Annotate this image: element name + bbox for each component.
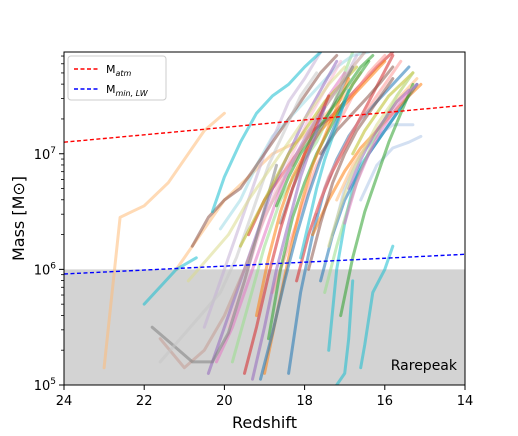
halo-track-line [210, 52, 323, 214]
x-tick-label: 22 [136, 394, 153, 409]
halo-track-line [238, 65, 359, 248]
halo-track-line [206, 59, 339, 375]
reference-line [64, 104, 465, 143]
y-axis-label: Mass [M⊙] [9, 176, 28, 261]
halo-track-line [351, 71, 415, 156]
legend-label-lw: Mmin, LW [106, 83, 149, 98]
halo-track-line [243, 94, 331, 375]
reference-line [64, 253, 465, 275]
halo-track-line [347, 88, 411, 190]
halo-track-line [299, 88, 351, 260]
halo-track-line [343, 82, 419, 225]
y-tick-label: 106 [34, 261, 57, 278]
x-axis: 24 22 20 18 16 14 [56, 385, 474, 409]
halo-track-line [190, 54, 339, 248]
halo-track-line [251, 106, 327, 381]
x-tick-label: 20 [216, 394, 233, 409]
halo-track-line [359, 244, 395, 370]
halo-track-line [307, 77, 395, 271]
halo-track-line [339, 82, 415, 318]
x-tick-label: 14 [457, 394, 474, 409]
halo-track-line [335, 279, 355, 385]
halo-track-line [259, 100, 347, 381]
plot-frame [63, 51, 466, 386]
halo-track-line [102, 111, 226, 370]
x-tick-label: 18 [296, 394, 313, 409]
reference-lines [64, 104, 465, 275]
halo-track-line [359, 134, 423, 202]
legend-label-atm: Matm [106, 63, 132, 78]
halo-track-line [327, 71, 415, 248]
halo-tracks [102, 52, 423, 385]
legend-frame [67, 55, 167, 101]
x-tick-label: 24 [56, 394, 73, 409]
halo-track-line [218, 52, 371, 231]
halo-track-line [142, 256, 198, 306]
x-tick-label: 16 [377, 394, 394, 409]
rarepeak-annotation: Rarepeak [391, 358, 458, 374]
legend: Matm Mmin, LW [67, 55, 167, 101]
plot-area: Rarepeak [63, 51, 466, 386]
halo-track-line [315, 59, 403, 214]
halo-track-line [158, 71, 319, 364]
halo-track-line [150, 163, 278, 364]
halo-track-line [275, 54, 375, 208]
y-axis: 105 106 107 [34, 55, 64, 394]
y-tick-label: 105 [34, 377, 56, 394]
x-axis-label: Redshift [232, 413, 297, 432]
halo-track-line [186, 65, 347, 283]
y-tick-label: 107 [34, 146, 56, 163]
